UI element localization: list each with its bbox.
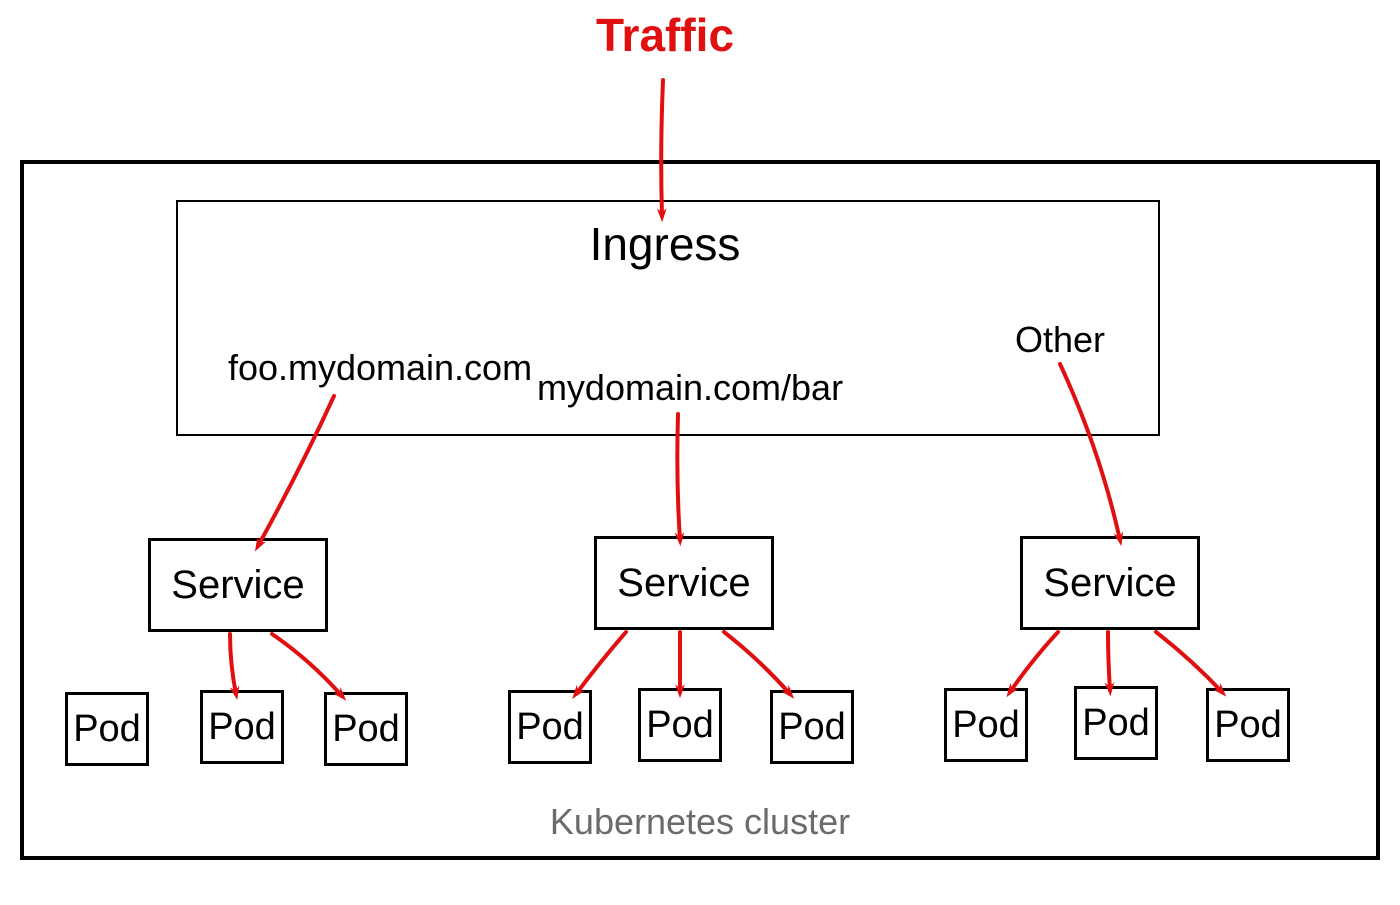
service-box-2: Service [594, 536, 774, 630]
pod-label: Pod [1082, 702, 1150, 745]
traffic-label: Traffic [596, 8, 734, 62]
pod-box-2: Pod [200, 690, 284, 764]
pod-box-6: Pod [770, 690, 854, 764]
service-label: Service [171, 563, 304, 608]
pod-box-5: Pod [638, 688, 722, 762]
cluster-label: Kubernetes cluster [550, 801, 850, 843]
pod-label: Pod [646, 704, 714, 747]
pod-label: Pod [208, 706, 276, 749]
pod-label: Pod [332, 708, 400, 751]
pod-label: Pod [778, 706, 846, 749]
ingress-title: Ingress [590, 217, 741, 271]
pod-box-1: Pod [65, 692, 149, 766]
pod-label: Pod [73, 708, 141, 751]
pod-box-3: Pod [324, 692, 408, 766]
ingress-route-foo: foo.mydomain.com [228, 347, 532, 389]
pod-box-8: Pod [1074, 686, 1158, 760]
pod-box-9: Pod [1206, 688, 1290, 762]
service-box-1: Service [148, 538, 328, 632]
service-label: Service [1043, 561, 1176, 606]
ingress-route-bar: mydomain.com/bar [537, 367, 843, 409]
pod-label: Pod [952, 704, 1020, 747]
pod-label: Pod [1214, 704, 1282, 747]
pod-box-7: Pod [944, 688, 1028, 762]
diagram-stage: Traffic Kubernetes cluster Ingress foo.m… [0, 0, 1400, 905]
ingress-route-other: Other [1015, 319, 1105, 361]
service-label: Service [617, 561, 750, 606]
pod-label: Pod [516, 706, 584, 749]
service-box-3: Service [1020, 536, 1200, 630]
pod-box-4: Pod [508, 690, 592, 764]
